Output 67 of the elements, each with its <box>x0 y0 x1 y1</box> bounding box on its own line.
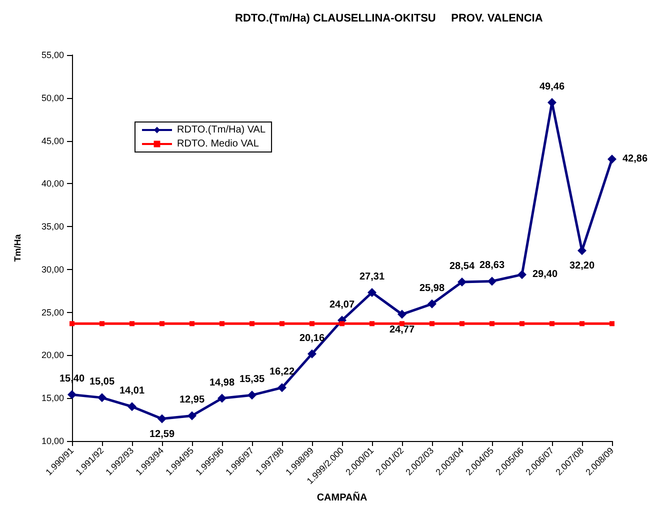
legend-label: RDTO. Medio VAL <box>177 138 260 150</box>
y-tick-label: 55,00 <box>41 50 64 60</box>
data-label: 12,95 <box>179 394 205 406</box>
point <box>608 154 616 164</box>
x-axis-title: CAMPAÑA <box>316 492 368 504</box>
point <box>428 299 436 308</box>
chart-title: RDTO.(Tm/Ha) CLAUSELLINA-OKITSU PROV. VALENCIA <box>235 12 543 24</box>
point <box>188 411 196 420</box>
point <box>398 310 406 319</box>
data-label: 25,98 <box>419 282 445 294</box>
point <box>68 390 76 400</box>
y-tick-label: 15,00 <box>41 393 64 404</box>
point <box>458 277 466 286</box>
data-label: 15,35 <box>239 374 265 386</box>
point <box>158 414 166 424</box>
y-axis-title: Tm/Ha <box>12 233 22 262</box>
point <box>278 383 286 392</box>
data-label: 16,22 <box>269 366 295 378</box>
y-tick-label: 50,00 <box>41 92 64 103</box>
data-label: 14,01 <box>119 386 145 397</box>
point <box>130 321 134 326</box>
y-tick-label: 25,00 <box>41 307 64 318</box>
data-label: 24,07 <box>329 299 355 310</box>
point <box>98 393 106 402</box>
data-label: 28,63 <box>479 260 505 272</box>
data-label: 14,98 <box>209 377 235 388</box>
point <box>308 349 316 358</box>
point <box>190 321 194 326</box>
data-label: 24,77 <box>389 324 415 336</box>
y-tick-label: 10,00 <box>41 436 64 446</box>
point <box>550 321 554 326</box>
point <box>160 321 164 326</box>
point <box>250 321 254 326</box>
point <box>460 321 464 326</box>
data-label: 15,05 <box>89 376 115 388</box>
point <box>368 288 376 298</box>
y-tick-label: 35,00 <box>41 222 64 232</box>
y-tick-label: 40,00 <box>41 178 64 189</box>
point <box>430 321 434 326</box>
point <box>610 321 614 326</box>
point <box>580 321 584 326</box>
legend-label: RDTO.(Tm/Ha) VAL <box>177 124 266 136</box>
point <box>248 390 256 400</box>
data-label: 12,59 <box>149 428 175 440</box>
data-label: 27,31 <box>359 272 385 283</box>
point <box>100 321 104 326</box>
point <box>370 321 374 326</box>
point <box>280 321 284 326</box>
point <box>518 270 526 280</box>
data-label: 20,16 <box>299 332 325 344</box>
point <box>70 321 74 326</box>
y-tick-label: 20,00 <box>41 350 64 360</box>
point <box>310 321 314 326</box>
point <box>128 402 136 412</box>
point <box>490 321 494 326</box>
data-label: 49,46 <box>539 82 565 93</box>
data-label: 29,40 <box>532 269 558 280</box>
point <box>220 321 224 326</box>
point <box>340 321 344 326</box>
y-tick-label: 30,00 <box>41 264 64 274</box>
y-tick-label: 45,00 <box>41 136 64 146</box>
data-label: 28,54 <box>449 260 475 272</box>
data-label: 32,20 <box>569 260 595 272</box>
point <box>520 321 524 326</box>
data-label: 42,86 <box>622 154 648 165</box>
point <box>218 394 226 403</box>
point <box>488 276 496 286</box>
